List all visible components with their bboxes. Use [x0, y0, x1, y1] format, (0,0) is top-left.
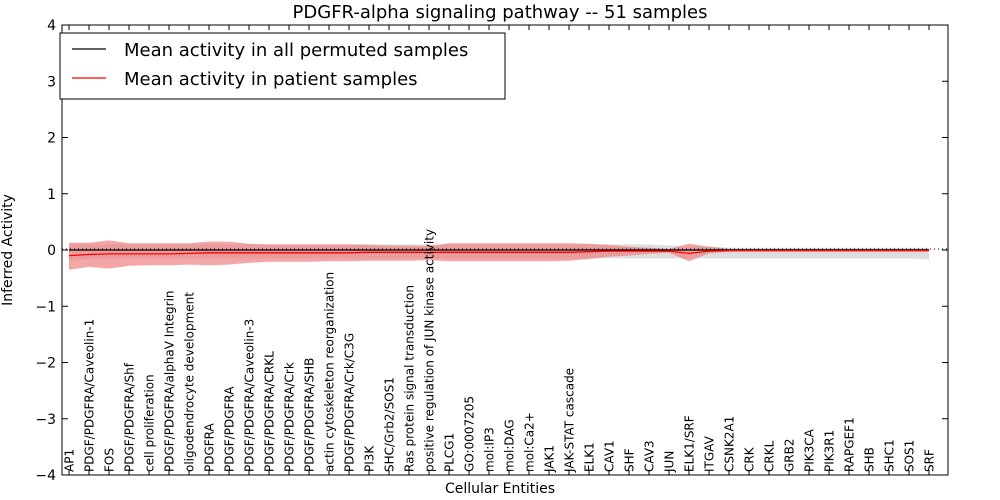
x-tick-label: PDGF/PDGFRA/Crk/C3G: [343, 333, 357, 472]
x-tick-label: PDGF/PDGFRA/SHB: [303, 358, 317, 472]
y-tick-label: 2: [47, 131, 56, 147]
x-tick-label: PDGF/PDGFRA/Caveolin-1: [83, 319, 97, 472]
x-tick-label: PLCG1: [443, 433, 457, 472]
y-tick-label: −2: [35, 356, 56, 372]
x-tick-label: JAK-STAT cascade: [563, 368, 577, 473]
x-tick-label: PDGFRA: [203, 422, 217, 472]
x-tick-label: PI3K: [363, 445, 377, 472]
x-tick-label: JAK1: [543, 445, 557, 473]
x-tick-label: mol:DAG: [503, 419, 517, 472]
x-tick-label: PIK3CA: [803, 428, 817, 472]
legend-label-permuted: Mean activity in all permuted samples: [124, 40, 468, 61]
y-tick-label: 0: [47, 243, 56, 259]
y-axis-label: Inferred Activity: [0, 194, 16, 306]
x-tick-label: oligodendrocyte development: [183, 292, 197, 472]
x-tick-label: SHC1: [883, 439, 897, 472]
x-tick-label: CRKL: [763, 440, 777, 472]
x-axis-label: Cellular Entities: [445, 481, 555, 497]
x-tick-label: PDGF/PDGFRA/Crk: [283, 362, 297, 472]
x-tick-label: AP1: [63, 449, 77, 472]
y-tick-label: 3: [47, 74, 56, 90]
confidence-bands: [69, 240, 929, 270]
y-tick-label: −1: [35, 299, 56, 315]
line-series-1: [68, 249, 929, 257]
y-tick-label: 1: [47, 187, 56, 203]
x-tick-label: SHF: [623, 448, 637, 472]
x-tick-label: PDGF/PDGFRA/alphaV Integrin: [163, 290, 177, 472]
x-tick-label: mol:IP3: [483, 427, 497, 472]
x-tick-label: PDGF/PDGFRA: [223, 386, 237, 472]
x-tick-label: ELK1: [583, 442, 597, 472]
x-tick-label: PDGF/PDGFRA/CRKL: [263, 351, 277, 472]
band-series-1: [69, 240, 929, 270]
y-tick-label: −3: [35, 412, 56, 428]
x-tick-label: JUN: [663, 451, 677, 473]
x-axis: AP1 PDGF/PDGFRA/Caveolin-1 FOS PDGF/PDGFRA/…: [63, 25, 937, 475]
x-tick-label: cell proliferation: [143, 374, 157, 472]
x-tick-label: Ras protein signal transduction: [403, 285, 417, 472]
x-tick-label: ELK1/SRF: [683, 415, 697, 472]
legend: Mean activity in all permuted samples Me…: [59, 32, 506, 100]
x-tick-label: CSNK2A1: [723, 416, 737, 472]
x-tick-label: RAPGEF1: [843, 417, 857, 472]
x-tick-label: SHB: [863, 447, 877, 472]
x-tick-label: positive regulation of JUN kinase activi…: [423, 229, 437, 472]
x-tick-label: ITGAV: [703, 435, 717, 472]
x-tick-label: CRK: [743, 446, 757, 472]
y-axis: −4 −3 −2 −1 0 1 2 3 4: [35, 18, 948, 484]
x-tick-label: mol:Ca2+: [523, 412, 537, 472]
y-tick-label: 4: [47, 18, 56, 34]
x-tick-label: CAV1: [603, 440, 617, 472]
x-tick-label: PIK3R1: [823, 430, 837, 472]
x-tick-label: SHC/Grb2/SOS1: [383, 377, 397, 472]
x-tick-label: SOS1: [903, 440, 917, 472]
x-tick-label: SRF: [923, 449, 937, 472]
legend-box: [59, 32, 506, 100]
x-tick-label: PDGF/PDGFRA/Shf: [123, 362, 137, 472]
x-tick-label: actin cytoskeleton reorganization: [323, 272, 337, 472]
y-tick-label: −4: [35, 468, 56, 484]
x-tick-label: CAV3: [643, 440, 657, 472]
x-tick-label: FOS: [103, 448, 117, 472]
x-tick-label: GRB2: [783, 438, 797, 472]
x-tick-label: PDGF/PDGFRA/Caveolin-3: [243, 319, 257, 472]
x-tick-label: GO:0007205: [463, 396, 477, 472]
chart-title: PDGFR-alpha signaling pathway -- 51 samp…: [293, 2, 708, 23]
legend-label-patient: Mean activity in patient samples: [124, 69, 418, 90]
series-lines: [68, 249, 929, 257]
